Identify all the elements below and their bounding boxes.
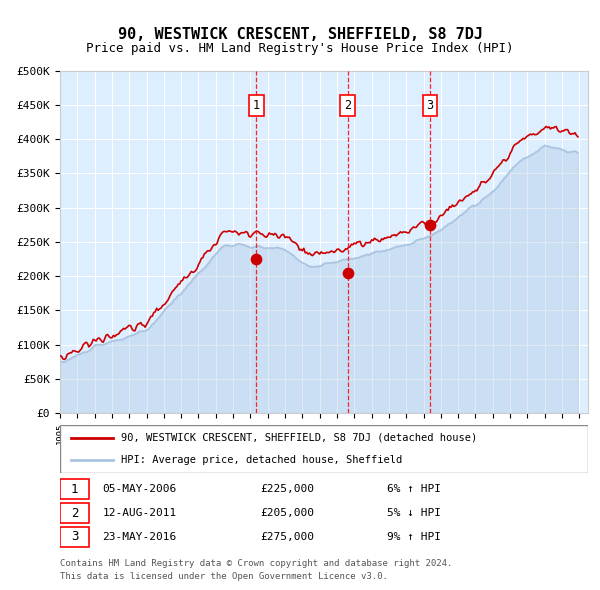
Text: HPI: Average price, detached house, Sheffield: HPI: Average price, detached house, Shef… <box>121 455 402 465</box>
Text: £225,000: £225,000 <box>260 484 314 494</box>
FancyBboxPatch shape <box>60 503 89 523</box>
Text: 9% ↑ HPI: 9% ↑ HPI <box>388 532 442 542</box>
FancyBboxPatch shape <box>60 479 89 500</box>
Text: £275,000: £275,000 <box>260 532 314 542</box>
Text: 1: 1 <box>71 483 78 496</box>
Point <box>343 268 352 277</box>
Text: 3: 3 <box>71 530 78 543</box>
Text: 2: 2 <box>71 507 78 520</box>
FancyBboxPatch shape <box>249 96 264 116</box>
FancyBboxPatch shape <box>423 96 437 116</box>
Text: 23-MAY-2016: 23-MAY-2016 <box>102 532 176 542</box>
FancyBboxPatch shape <box>340 96 355 116</box>
FancyBboxPatch shape <box>60 527 89 547</box>
Text: 05-MAY-2006: 05-MAY-2006 <box>102 484 176 494</box>
Text: Contains HM Land Registry data © Crown copyright and database right 2024.: Contains HM Land Registry data © Crown c… <box>60 559 452 568</box>
Text: Price paid vs. HM Land Registry's House Price Index (HPI): Price paid vs. HM Land Registry's House … <box>86 42 514 55</box>
Text: 1: 1 <box>253 99 260 112</box>
Text: £205,000: £205,000 <box>260 508 314 518</box>
Point <box>251 254 261 264</box>
FancyBboxPatch shape <box>60 425 588 473</box>
Text: 5% ↓ HPI: 5% ↓ HPI <box>388 508 442 518</box>
Text: 90, WESTWICK CRESCENT, SHEFFIELD, S8 7DJ: 90, WESTWICK CRESCENT, SHEFFIELD, S8 7DJ <box>118 27 482 41</box>
Text: 2: 2 <box>344 99 351 112</box>
Text: This data is licensed under the Open Government Licence v3.0.: This data is licensed under the Open Gov… <box>60 572 388 581</box>
Text: 3: 3 <box>427 99 434 112</box>
Text: 90, WESTWICK CRESCENT, SHEFFIELD, S8 7DJ (detached house): 90, WESTWICK CRESCENT, SHEFFIELD, S8 7DJ… <box>121 433 477 443</box>
Text: 6% ↑ HPI: 6% ↑ HPI <box>388 484 442 494</box>
Point <box>425 220 435 230</box>
Text: 12-AUG-2011: 12-AUG-2011 <box>102 508 176 518</box>
